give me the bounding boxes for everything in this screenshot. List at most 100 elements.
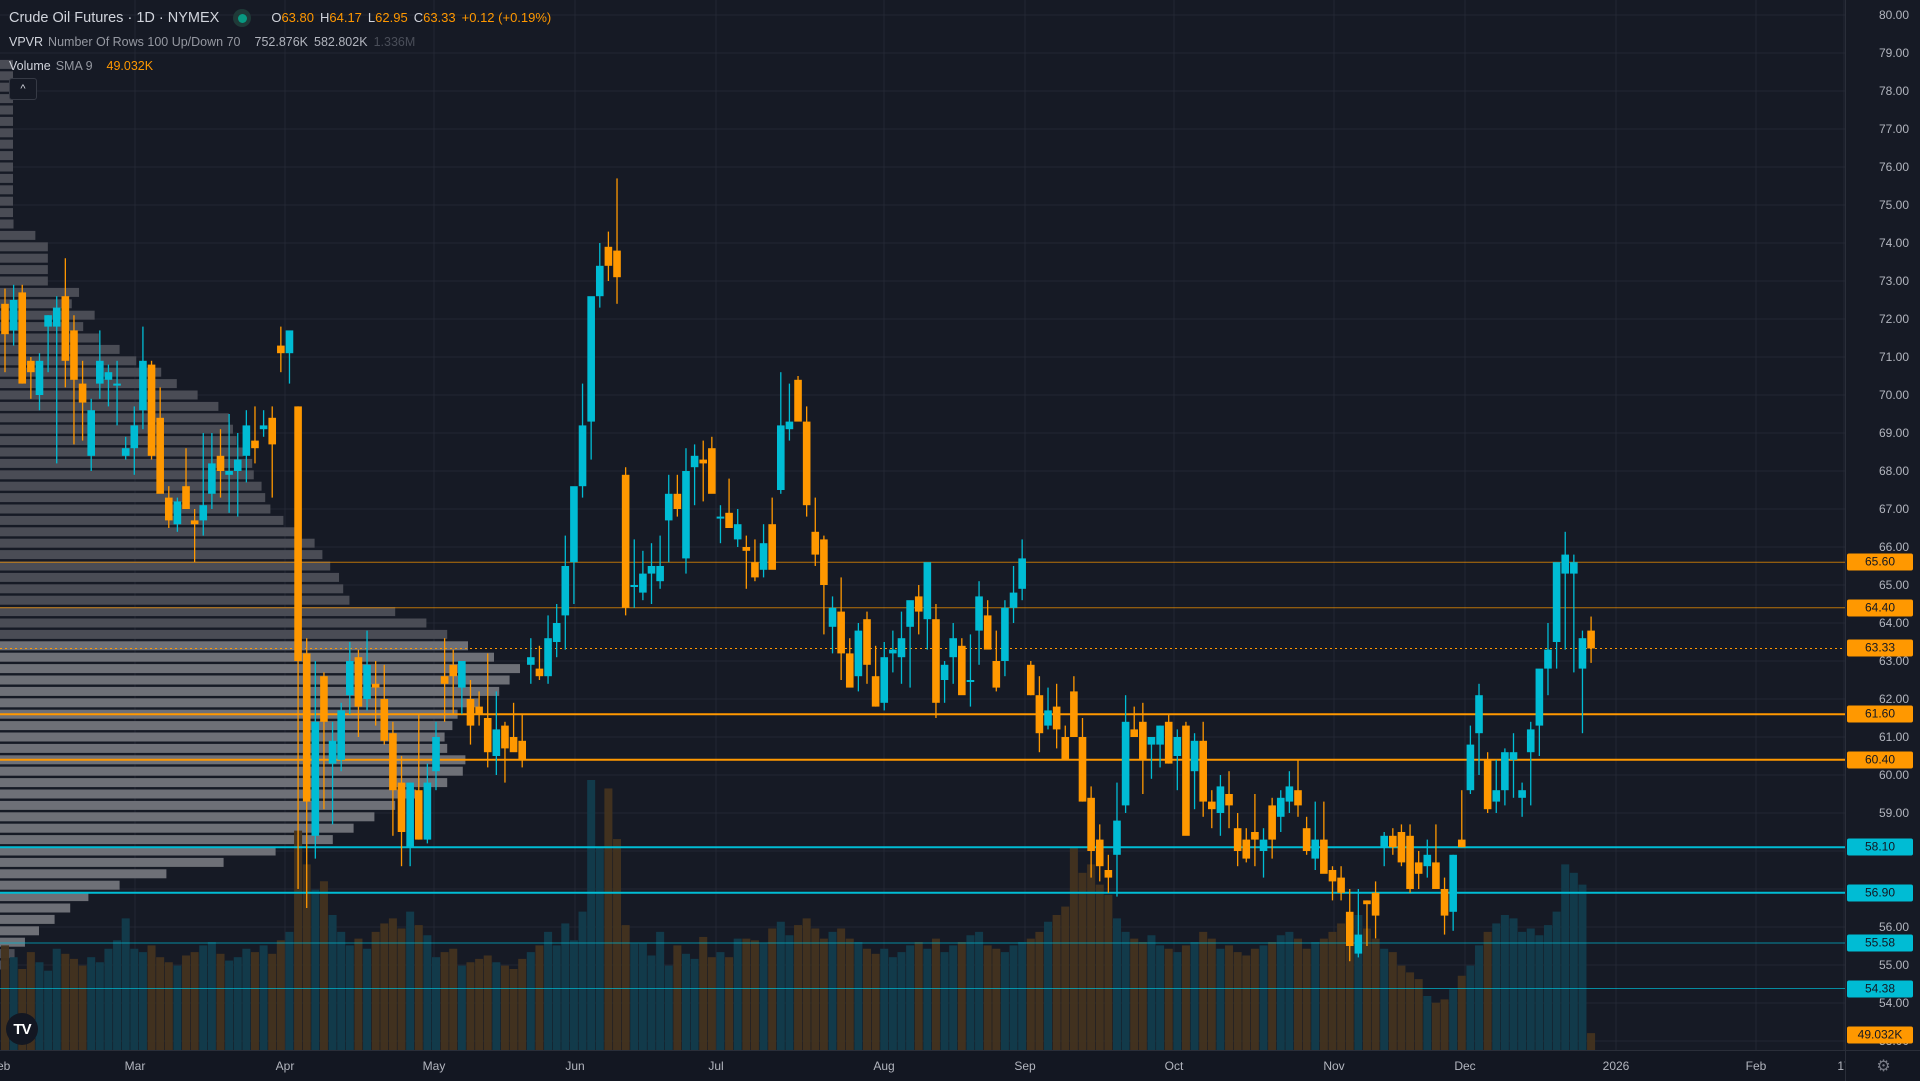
- candle-body[interactable]: [251, 440, 259, 449]
- candle-body[interactable]: [1216, 786, 1225, 813]
- candle-body[interactable]: [1001, 607, 1009, 661]
- candle-body[interactable]: [630, 585, 639, 587]
- candle-body[interactable]: [1518, 790, 1526, 798]
- candle-body[interactable]: [96, 360, 104, 384]
- candle-body[interactable]: [1251, 832, 1259, 840]
- candle-body[interactable]: [1587, 630, 1595, 649]
- candle-body[interactable]: [1475, 695, 1483, 734]
- candle-body[interactable]: [1294, 790, 1302, 806]
- candle-body[interactable]: [216, 455, 225, 471]
- candle-body[interactable]: [501, 725, 509, 749]
- candle-body[interactable]: [1526, 729, 1535, 753]
- candle-body[interactable]: [1501, 752, 1509, 791]
- vpvr-legend[interactable]: VPVR Number Of Rows 100 Up/Down 70 752.8…: [9, 30, 551, 54]
- candle-body[interactable]: [725, 512, 733, 528]
- candle-body[interactable]: [87, 410, 95, 456]
- candle-body[interactable]: [466, 699, 475, 726]
- candle-body[interactable]: [1552, 562, 1561, 642]
- candle-body[interactable]: [1095, 839, 1104, 867]
- candle-body[interactable]: [552, 623, 561, 642]
- candle-body[interactable]: [535, 668, 544, 677]
- candle-body[interactable]: [1535, 668, 1544, 726]
- candle-body[interactable]: [1380, 835, 1388, 848]
- candle-body[interactable]: [561, 566, 570, 616]
- candle-body[interactable]: [906, 600, 914, 627]
- candle-body[interactable]: [1449, 854, 1457, 912]
- candle-body[interactable]: [656, 566, 664, 582]
- candle-body[interactable]: [328, 740, 337, 764]
- candle-body[interactable]: [1078, 737, 1087, 802]
- candle-body[interactable]: [837, 611, 845, 654]
- candle-body[interactable]: [1009, 592, 1018, 608]
- candle-body[interactable]: [414, 790, 423, 840]
- candle-body[interactable]: [354, 657, 363, 707]
- candle-body[interactable]: [423, 782, 432, 840]
- candle-body[interactable]: [1061, 737, 1070, 760]
- candle-body[interactable]: [406, 782, 414, 848]
- candle-body[interactable]: [613, 250, 621, 278]
- candle-body[interactable]: [992, 661, 1001, 688]
- candle-body[interactable]: [1432, 862, 1440, 889]
- candle-body[interactable]: [811, 531, 820, 555]
- candle-body[interactable]: [1337, 877, 1345, 893]
- candle-body[interactable]: [621, 474, 630, 608]
- candle-body[interactable]: [777, 425, 785, 490]
- candle-body[interactable]: [1044, 710, 1052, 726]
- candle-body[interactable]: [35, 360, 44, 395]
- candle-body[interactable]: [182, 486, 190, 509]
- candle-body[interactable]: [1328, 870, 1337, 882]
- candle-body[interactable]: [820, 539, 828, 585]
- volume-legend[interactable]: Volume SMA 9 49.032K: [9, 54, 551, 78]
- candle-body[interactable]: [639, 573, 647, 593]
- candle-body[interactable]: [845, 653, 854, 688]
- candle-body[interactable]: [1276, 797, 1285, 817]
- candle-body[interactable]: [914, 596, 923, 612]
- candle-body[interactable]: [1492, 790, 1501, 802]
- candle-body[interactable]: [432, 737, 440, 772]
- candle-body[interactable]: [121, 448, 130, 456]
- candle-body[interactable]: [483, 718, 492, 753]
- candle-body[interactable]: [1104, 870, 1113, 878]
- candle-body[interactable]: [1363, 900, 1371, 905]
- candle-body[interactable]: [1, 303, 9, 335]
- candle-body[interactable]: [113, 383, 121, 386]
- candle-body[interactable]: [1285, 786, 1294, 802]
- candle-body[interactable]: [337, 710, 345, 760]
- candle-body[interactable]: [570, 486, 578, 563]
- candle-body[interactable]: [1087, 797, 1095, 851]
- candle-body[interactable]: [104, 372, 113, 380]
- candle-body[interactable]: [1466, 744, 1475, 791]
- candle-body[interactable]: [1199, 740, 1207, 802]
- chart-pane[interactable]: [0, 0, 1845, 1050]
- candle-body[interactable]: [983, 615, 992, 650]
- candle-body[interactable]: [1026, 664, 1035, 696]
- candle-body[interactable]: [664, 493, 673, 521]
- collapse-legend-button[interactable]: ^: [9, 78, 37, 100]
- candle-body[interactable]: [699, 459, 708, 464]
- candle-body[interactable]: [1156, 725, 1164, 745]
- candle-body[interactable]: [1173, 737, 1182, 756]
- candle-body[interactable]: [1561, 554, 1570, 574]
- candle-body[interactable]: [949, 638, 957, 658]
- candle-body[interactable]: [1208, 801, 1216, 810]
- candle-body[interactable]: [1233, 828, 1242, 851]
- candle-body[interactable]: [18, 292, 27, 384]
- candle-body[interactable]: [880, 657, 889, 703]
- candle-body[interactable]: [44, 315, 52, 327]
- candle-body[interactable]: [1268, 805, 1276, 840]
- candle-body[interactable]: [595, 265, 604, 297]
- candle-body[interactable]: [1070, 691, 1078, 737]
- candle-body[interactable]: [78, 383, 87, 403]
- tradingview-logo-icon[interactable]: TV: [6, 1013, 38, 1045]
- candle-body[interactable]: [751, 562, 759, 578]
- candle-body[interactable]: [190, 520, 199, 525]
- candle-body[interactable]: [173, 501, 182, 525]
- candle-body[interactable]: [9, 300, 18, 331]
- candle-body[interactable]: [863, 619, 871, 665]
- candle-body[interactable]: [527, 657, 535, 665]
- candle-body[interactable]: [147, 364, 156, 456]
- candle-body[interactable]: [130, 425, 139, 449]
- candle-body[interactable]: [1182, 725, 1190, 836]
- candle-body[interactable]: [1242, 839, 1251, 859]
